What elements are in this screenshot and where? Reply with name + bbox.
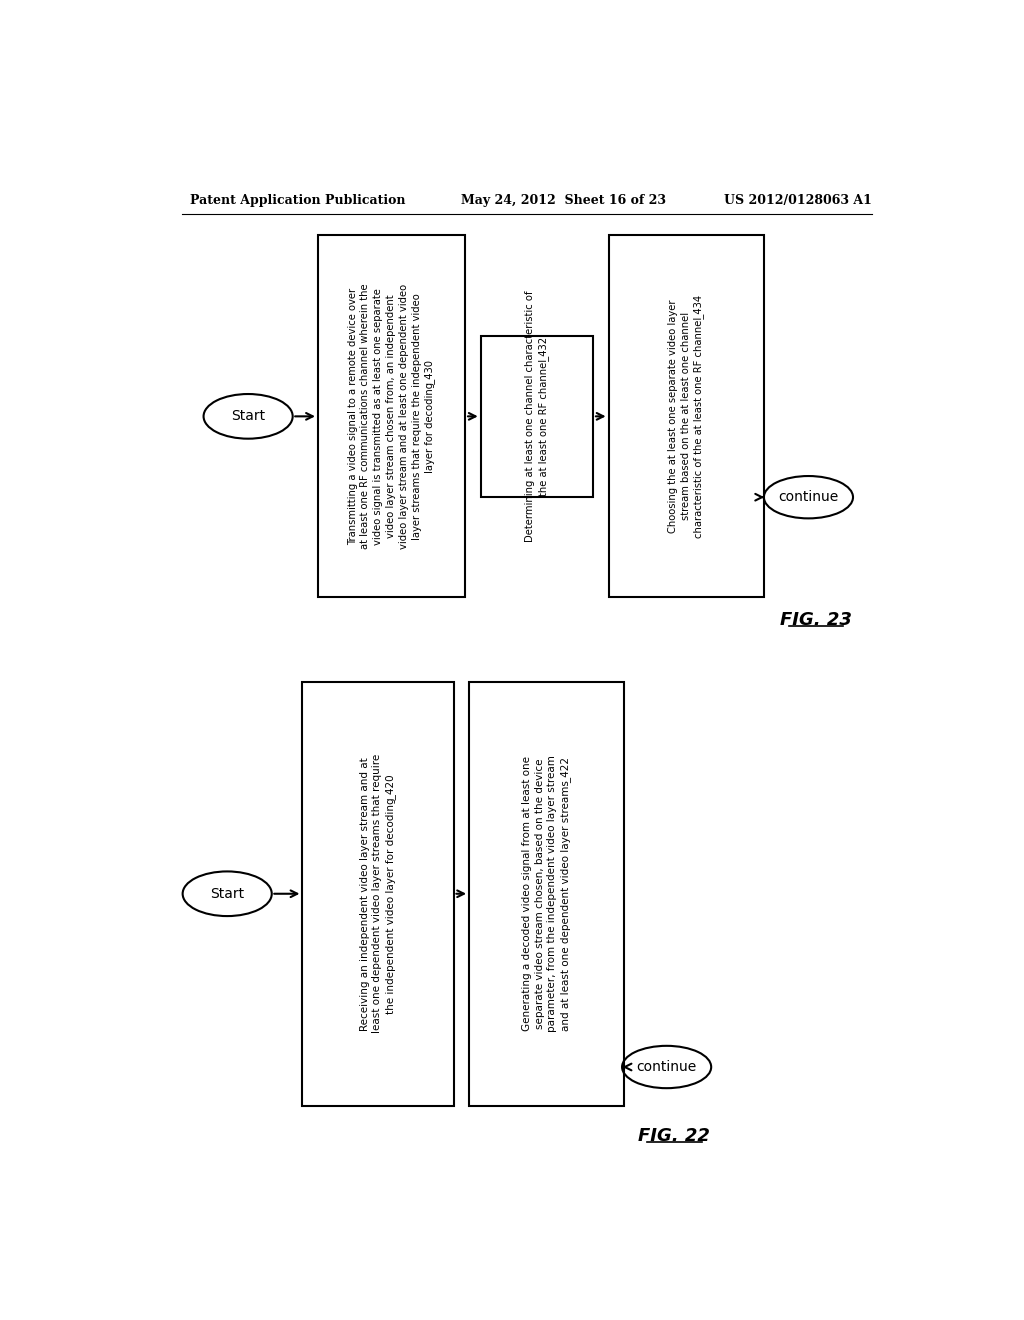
Text: Receiving an independent video layer stream and at
least one dependent video lay: Receiving an independent video layer str… [359,754,396,1034]
Text: Determining at least one channel characteristic of
the at least one RF channel ̲: Determining at least one channel charact… [525,290,549,543]
Text: US 2012/0128063 A1: US 2012/0128063 A1 [724,194,872,207]
Bar [469,682,624,1106]
Text: Generating a decoded video signal from at least one
separate video stream chosen: Generating a decoded video signal from a… [522,755,571,1032]
Bar [302,682,454,1106]
Text: FIG. 22: FIG. 22 [638,1127,711,1146]
Text: continue: continue [778,490,839,504]
Text: Patent Application Publication: Patent Application Publication [190,194,406,207]
Text: Start: Start [231,409,265,424]
Bar [480,335,593,498]
Text: FIG. 23: FIG. 23 [780,611,852,630]
Bar [608,235,764,598]
Bar [317,235,465,598]
Text: Start: Start [210,887,245,900]
Text: Transmitting a video signal to a remote device over
at least one RF communicatio: Transmitting a video signal to a remote … [347,284,435,549]
Text: May 24, 2012  Sheet 16 of 23: May 24, 2012 Sheet 16 of 23 [461,194,667,207]
Text: Choosing the at least one separate video layer
stream based on the at least one : Choosing the at least one separate video… [668,294,705,539]
Text: continue: continue [637,1060,696,1074]
